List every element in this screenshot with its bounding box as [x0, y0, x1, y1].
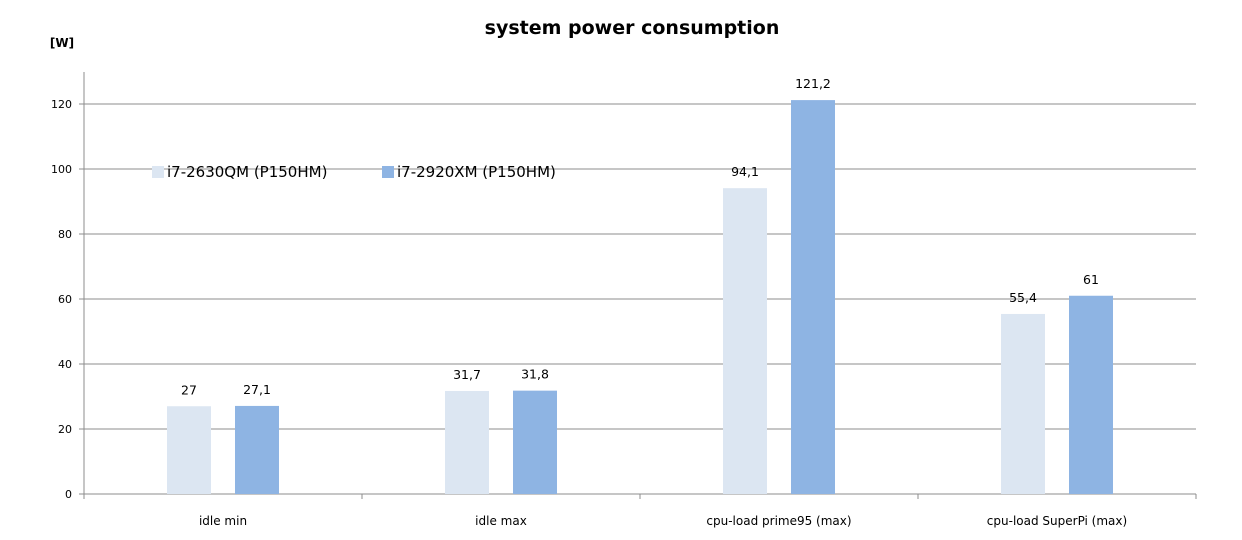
- y-tick-label: 0: [65, 488, 72, 501]
- y-tick-label: 40: [58, 358, 72, 371]
- legend: i7-2630QM (P150HM) i7-2920XM (P150HM): [152, 163, 556, 181]
- y-tick-labels: 0 20 40 60 80 100 120: [51, 98, 72, 501]
- chart-title: system power consumption: [485, 17, 780, 39]
- y-tick-label: 120: [51, 98, 72, 111]
- data-label: 121,2: [795, 76, 831, 91]
- y-tick-label: 20: [58, 423, 72, 436]
- y-tick-label: 60: [58, 293, 72, 306]
- data-label: 94,1: [731, 164, 759, 179]
- category-label: idle min: [199, 514, 247, 528]
- y-tick-label: 80: [58, 228, 72, 241]
- data-label: 61: [1083, 272, 1099, 287]
- data-label: 27,1: [243, 382, 271, 397]
- legend-swatch: [152, 166, 164, 178]
- bar: [791, 100, 835, 494]
- data-label: 31,7: [453, 367, 481, 382]
- data-label: 31,8: [521, 367, 549, 382]
- bar: [513, 390, 557, 494]
- category-labels: idle min idle max cpu-load prime95 (max) cp…: [199, 514, 1127, 528]
- bar: [445, 390, 489, 494]
- legend-swatch: [382, 166, 394, 178]
- bar: [1069, 295, 1113, 494]
- data-label: 55,4: [1009, 290, 1037, 305]
- y-axis-unit-label: [W]: [50, 36, 74, 50]
- legend-label: i7-2630QM (P150HM): [167, 163, 327, 181]
- category-label: cpu-load SuperPi (max): [987, 514, 1127, 528]
- bar: [167, 406, 211, 494]
- data-label: 27: [181, 382, 197, 397]
- category-label: cpu-load prime95 (max): [706, 514, 851, 528]
- legend-label: i7-2920XM (P150HM): [397, 163, 556, 181]
- y-tick-label: 100: [51, 163, 72, 176]
- data-labels: 27 27,1 31,7 31,8 94,1 121,2 55,4 61: [181, 76, 1099, 397]
- bar: [235, 405, 279, 494]
- bars: [167, 100, 1113, 495]
- bar: [723, 188, 767, 495]
- bar: [1001, 313, 1045, 494]
- category-label: idle max: [475, 514, 527, 528]
